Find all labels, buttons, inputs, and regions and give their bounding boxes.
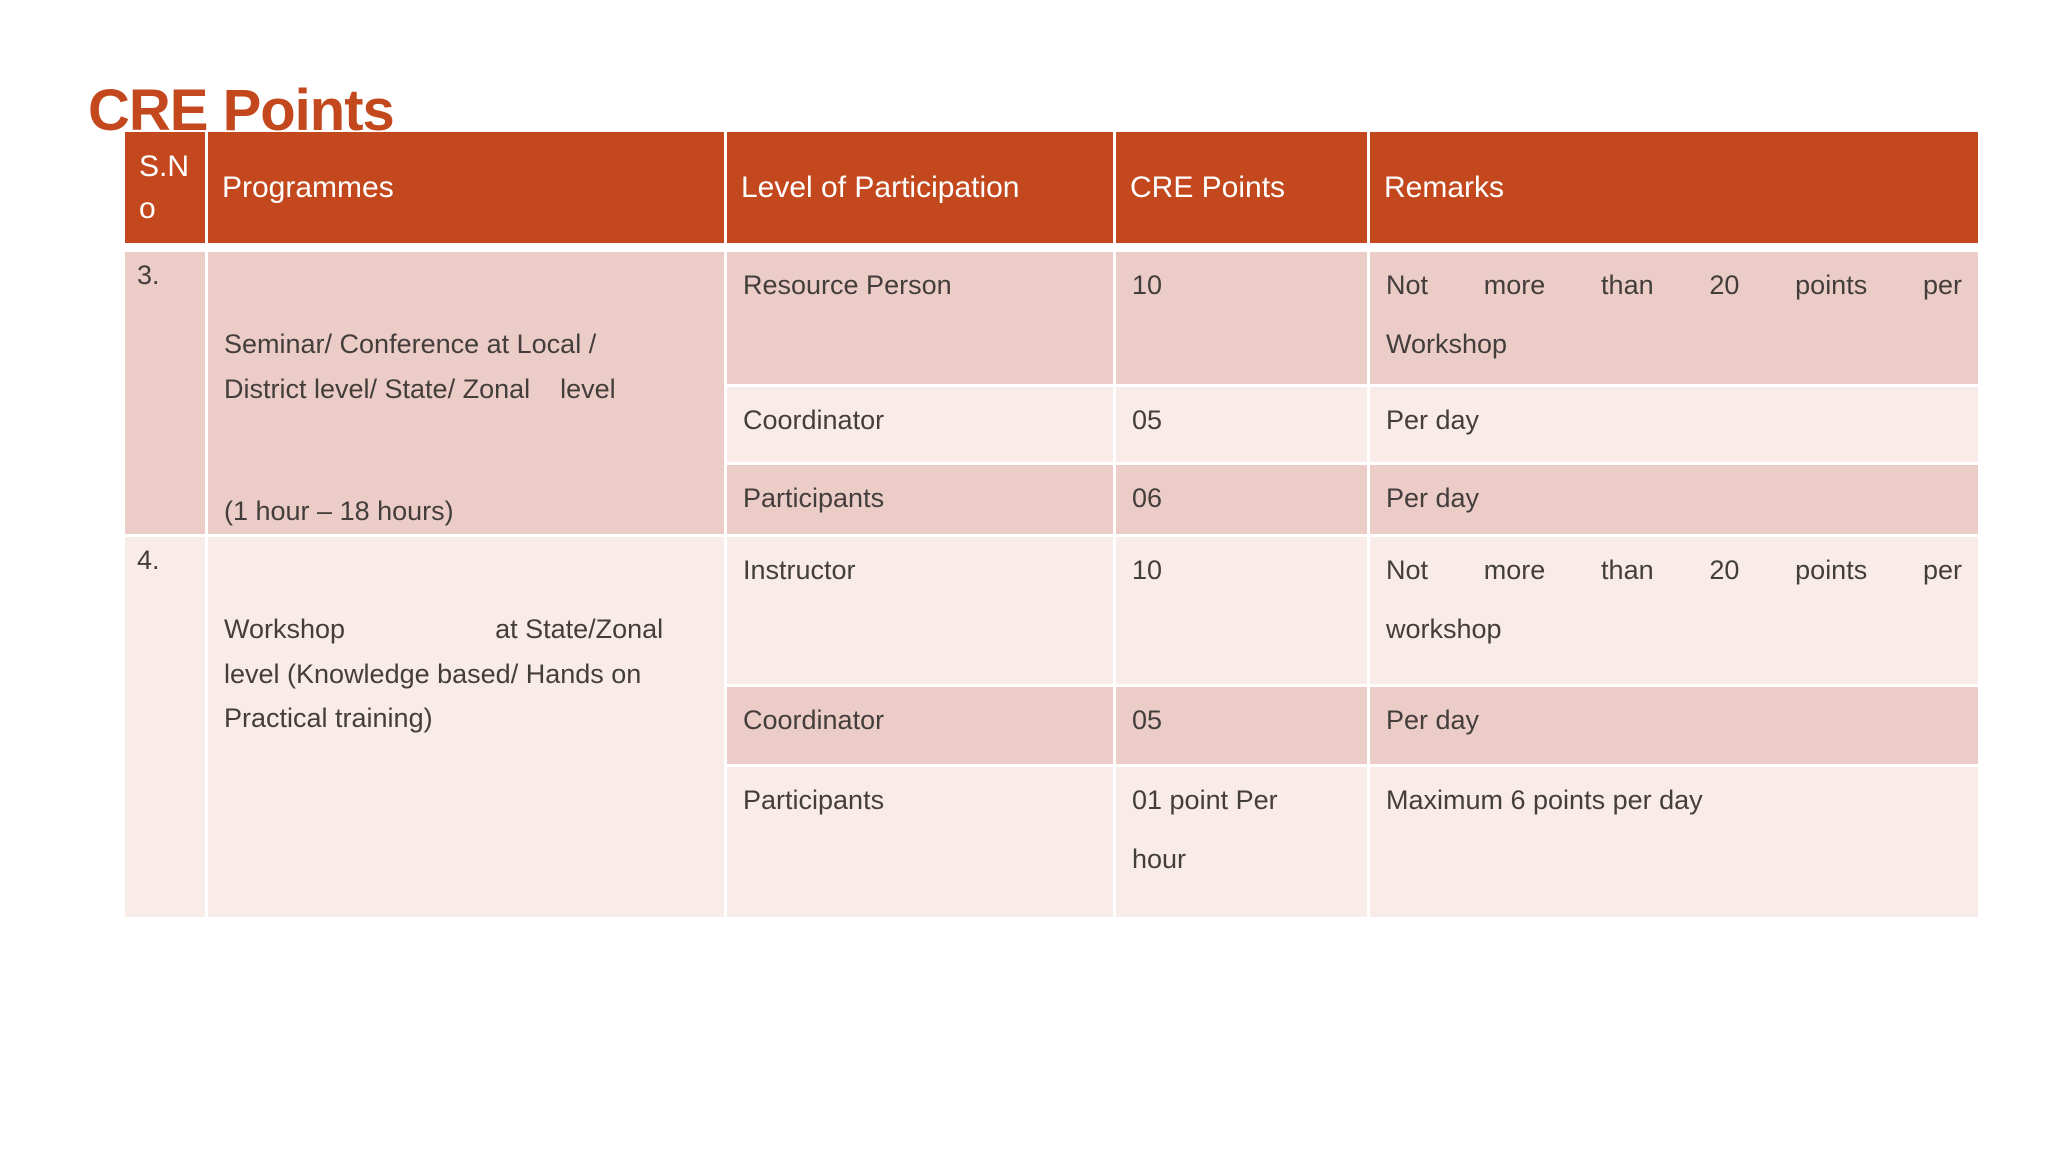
remarks-cell: Per day: [1370, 387, 1978, 462]
column-header-cre-points: CRE Points: [1116, 132, 1367, 243]
remarks-cell: Not more than 20 points per workshop: [1370, 537, 1978, 684]
column-header-sno: S.No: [125, 132, 205, 243]
programme-cell: Workshop at State/Zonal level (Knowledge…: [208, 537, 724, 917]
points-cell: 10: [1116, 537, 1367, 684]
slide-title: CRE Points: [88, 77, 395, 143]
level-cell: Participants: [727, 465, 1113, 534]
programme-text: Seminar/ Conference at Local / District …: [224, 329, 616, 404]
column-header-level-of-participation: Level of Participation: [727, 132, 1113, 243]
remarks-cell: Not more than 20 points per Workshop: [1370, 252, 1978, 384]
remarks-cell: Maximum 6 points per day: [1370, 767, 1978, 917]
programme-note: (1 hour – 18 hours): [224, 496, 454, 527]
level-cell: Coordinator: [727, 387, 1113, 462]
level-cell: Resource Person: [727, 252, 1113, 384]
sno-cell: 4.: [125, 537, 205, 917]
level-cell: Participants: [727, 767, 1113, 917]
points-cell: 10: [1116, 252, 1367, 384]
programme-text: Workshop at State/Zonal level (Knowledge…: [224, 614, 664, 734]
level-cell: Instructor: [727, 537, 1113, 684]
programme-cell: Seminar/ Conference at Local / District …: [208, 252, 724, 534]
column-header-programmes: Programmes: [208, 132, 724, 243]
column-header-remarks: Remarks: [1370, 132, 1978, 243]
sno-cell: 3.: [125, 252, 205, 534]
points-cell: 06: [1116, 465, 1367, 534]
remarks-cell: Per day: [1370, 687, 1978, 764]
level-cell: Coordinator: [727, 687, 1113, 764]
points-cell: 05: [1116, 387, 1367, 462]
remarks-cell: Per day: [1370, 465, 1978, 534]
cre-points-table: S.No Programmes Level of Participation C…: [125, 132, 1978, 917]
points-cell: 01 point Per hour: [1116, 767, 1367, 917]
points-cell: 05: [1116, 687, 1367, 764]
